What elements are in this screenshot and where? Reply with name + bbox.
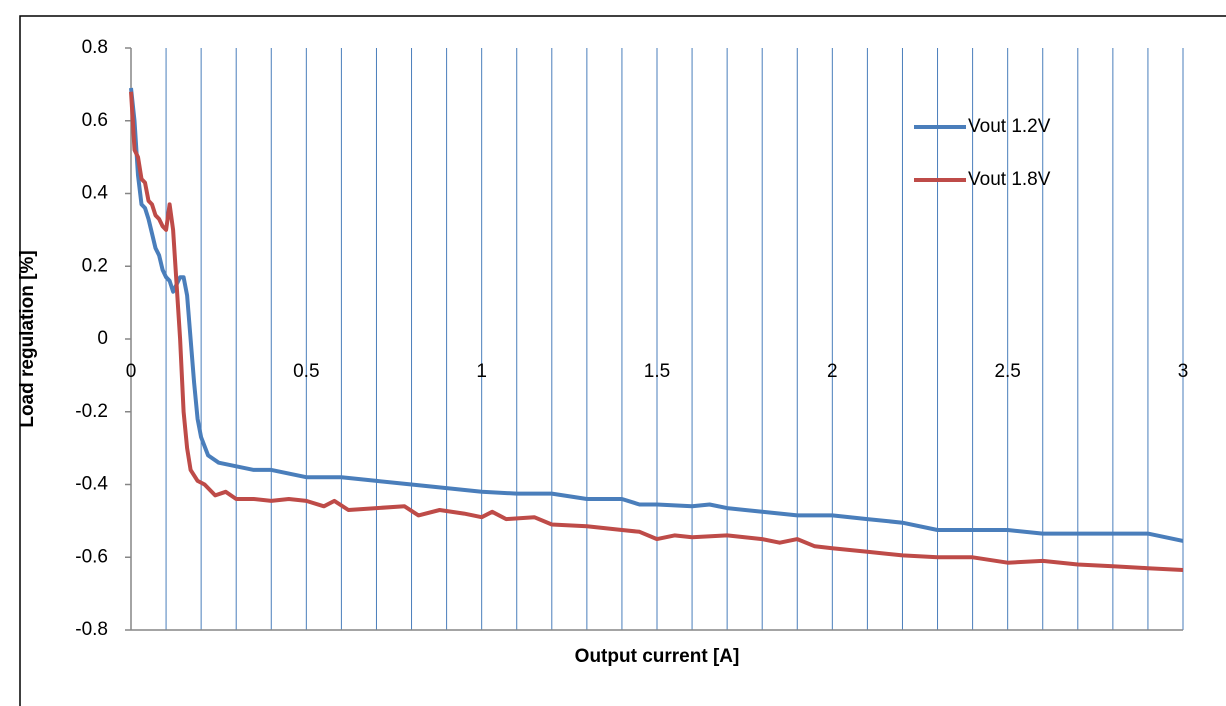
y-tick-label: -0.6: [75, 546, 108, 567]
x-tick-label: 0: [126, 361, 137, 382]
y-axis-label: Load regulation [%]: [17, 250, 38, 427]
y-tick-label: 0: [97, 328, 108, 349]
x-tick-label: 1: [476, 361, 487, 382]
legend-label: Vout 1.2V: [968, 116, 1051, 137]
y-tick-label: 0.2: [82, 255, 108, 276]
x-axis-label: Output current [A]: [575, 646, 740, 667]
x-tick-label: 0.5: [293, 361, 319, 382]
y-tick-label: 0.4: [82, 183, 109, 204]
x-tick-label: 2.5: [994, 361, 1020, 382]
x-tick-label: 3: [1178, 361, 1189, 382]
y-tick-label: -0.4: [75, 474, 108, 495]
chart-frame: [19, 15, 1226, 706]
y-tick-label: 0.8: [82, 37, 108, 58]
legend-label: Vout 1.8V: [968, 169, 1051, 190]
y-tick-label: -0.2: [75, 401, 108, 422]
x-tick-label: 1.5: [644, 361, 670, 382]
line-series: [129, 87, 1184, 543]
line-series: [129, 91, 1184, 572]
x-tick-label: 2: [827, 361, 838, 382]
y-tick-label: 0.6: [82, 110, 108, 131]
y-tick-label: -0.8: [75, 619, 108, 640]
